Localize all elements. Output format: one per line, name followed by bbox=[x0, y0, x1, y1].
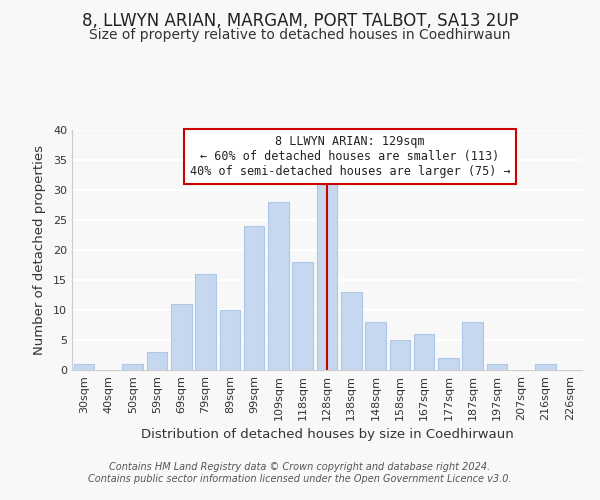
Bar bbox=[414, 334, 434, 370]
Bar bbox=[535, 364, 556, 370]
Bar bbox=[292, 262, 313, 370]
Bar bbox=[146, 352, 167, 370]
Bar bbox=[365, 322, 386, 370]
Bar bbox=[487, 364, 508, 370]
Y-axis label: Number of detached properties: Number of detached properties bbox=[33, 145, 46, 355]
Text: 8, LLWYN ARIAN, MARGAM, PORT TALBOT, SA13 2UP: 8, LLWYN ARIAN, MARGAM, PORT TALBOT, SA1… bbox=[82, 12, 518, 30]
Bar bbox=[341, 292, 362, 370]
X-axis label: Distribution of detached houses by size in Coedhirwaun: Distribution of detached houses by size … bbox=[140, 428, 514, 441]
Bar bbox=[317, 178, 337, 370]
Text: Contains public sector information licensed under the Open Government Licence v3: Contains public sector information licen… bbox=[88, 474, 512, 484]
Bar bbox=[389, 340, 410, 370]
Bar bbox=[438, 358, 459, 370]
Bar bbox=[74, 364, 94, 370]
Bar bbox=[220, 310, 240, 370]
Bar bbox=[268, 202, 289, 370]
Bar bbox=[122, 364, 143, 370]
Bar bbox=[244, 226, 265, 370]
Text: 8 LLWYN ARIAN: 129sqm
← 60% of detached houses are smaller (113)
40% of semi-det: 8 LLWYN ARIAN: 129sqm ← 60% of detached … bbox=[190, 135, 510, 178]
Bar bbox=[463, 322, 483, 370]
Text: Size of property relative to detached houses in Coedhirwaun: Size of property relative to detached ho… bbox=[89, 28, 511, 42]
Bar bbox=[171, 304, 191, 370]
Bar bbox=[195, 274, 216, 370]
Text: Contains HM Land Registry data © Crown copyright and database right 2024.: Contains HM Land Registry data © Crown c… bbox=[109, 462, 491, 472]
